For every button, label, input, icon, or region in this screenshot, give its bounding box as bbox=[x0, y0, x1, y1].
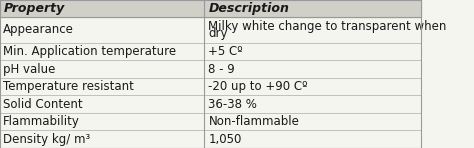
Text: Density kg/ m³: Density kg/ m³ bbox=[3, 133, 91, 146]
Text: Milky white change to transparent when: Milky white change to transparent when bbox=[209, 20, 447, 33]
Text: Min. Application temperature: Min. Application temperature bbox=[3, 45, 176, 58]
Text: 8 - 9: 8 - 9 bbox=[209, 63, 235, 76]
Text: -20 up to +90 Cº: -20 up to +90 Cº bbox=[209, 80, 308, 93]
Bar bbox=[0, 78, 421, 95]
Text: pH value: pH value bbox=[3, 63, 56, 76]
Bar bbox=[0, 113, 421, 131]
Bar bbox=[0, 17, 421, 43]
Bar bbox=[0, 60, 421, 78]
Text: Appearance: Appearance bbox=[3, 23, 74, 36]
Bar bbox=[0, 131, 421, 148]
Text: 1,050: 1,050 bbox=[209, 133, 242, 146]
Text: 36-38 %: 36-38 % bbox=[209, 98, 257, 111]
Bar bbox=[0, 43, 421, 60]
Text: +5 Cº: +5 Cº bbox=[209, 45, 243, 58]
Text: Property: Property bbox=[3, 2, 64, 15]
Text: dry: dry bbox=[209, 27, 228, 40]
Text: Non-flammable: Non-flammable bbox=[209, 115, 300, 128]
Bar bbox=[0, 95, 421, 113]
Bar bbox=[0, 0, 421, 17]
Text: Temperature resistant: Temperature resistant bbox=[3, 80, 134, 93]
Text: Description: Description bbox=[209, 2, 289, 15]
Text: Flammability: Flammability bbox=[3, 115, 80, 128]
Text: Solid Content: Solid Content bbox=[3, 98, 83, 111]
